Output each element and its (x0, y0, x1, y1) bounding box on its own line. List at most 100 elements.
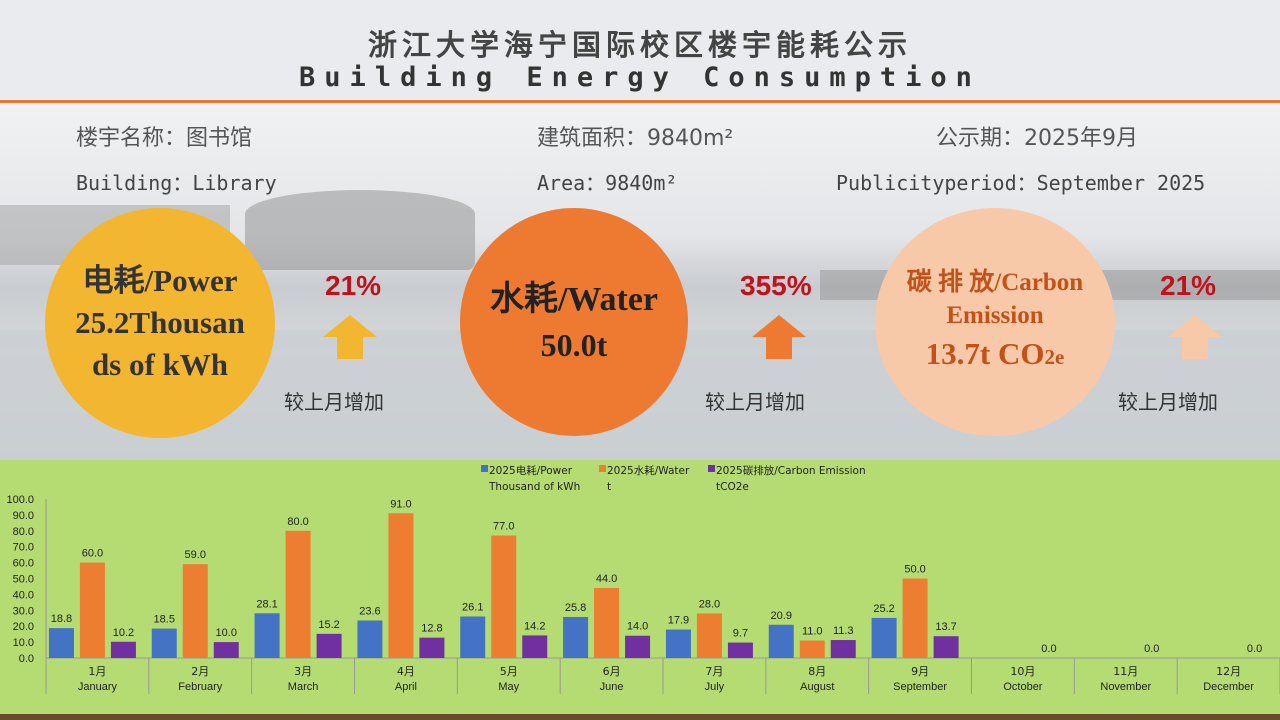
bar (182, 564, 208, 658)
carbon-emission-circle: 碳 排 放/Carbon Emission 13.7t CO2e (875, 208, 1115, 436)
data-label: 60.0 (82, 548, 103, 560)
water-change-percent: 355% (740, 270, 812, 301)
carbon-value: 13.7t CO2e (926, 332, 1065, 379)
bar (727, 642, 753, 658)
y-tick-label: 20.0 (13, 621, 34, 633)
x-tick-label: September (893, 681, 947, 693)
bar (696, 613, 722, 658)
x-tick-label-cn: 12月 (1216, 665, 1241, 678)
data-label: 91.0 (390, 498, 411, 510)
building-name-cn: 楼宇名称：图书馆 (76, 126, 253, 151)
bar (491, 535, 517, 658)
data-label: 11.0 (802, 626, 823, 638)
monthly-consumption-chart: 0.0 10.0 20.0 30.0 40.0 50.0 60.0 70.0 80.0 90.0 1… (6, 464, 1280, 694)
building-area-en: Area：9840m² (537, 171, 678, 195)
data-label: 23.6 (359, 605, 380, 617)
y-tick-label: 0.0 (19, 653, 34, 665)
carbon-label: 碳 排 放/Carbon (906, 268, 1084, 296)
carbon-label-emission: Emission (946, 301, 1044, 329)
power-consumption-circle: 电耗/Power 25.2Thousan ds of kWh (45, 208, 275, 438)
bar (151, 628, 177, 658)
data-label: 17.9 (668, 615, 689, 627)
bar (768, 624, 794, 658)
publicity-period-en: Publicityperiod：September 2025 (836, 171, 1206, 195)
y-tick-label: 90.0 (13, 510, 34, 522)
water-compare-text: 较上月增加 (705, 390, 805, 414)
legend-label: 2025碳排放/Carbon Emission (716, 464, 866, 477)
x-tick-label: May (498, 681, 519, 693)
x-tick-label-cn: 2月 (191, 665, 209, 678)
y-tick-label: 60.0 (13, 558, 34, 570)
bar (799, 640, 825, 658)
x-tick-label: July (705, 681, 725, 693)
x-tick-label: December (1203, 681, 1254, 693)
power-label: 电耗/Power (82, 263, 238, 298)
x-tick-label: November (1100, 681, 1151, 693)
bar (625, 635, 651, 658)
y-tick-label: 70.0 (13, 542, 34, 554)
bar (213, 642, 239, 658)
data-label: 26.1 (462, 602, 483, 614)
page-title-en: Building Energy Consumption (299, 62, 981, 93)
x-tick-label-cn: 6月 (603, 665, 621, 678)
publicity-period-cn: 公示期：2025年9月 (936, 126, 1138, 151)
x-tick-label-cn: 4月 (397, 665, 415, 678)
legend-swatch (599, 465, 606, 472)
page-title-cn: 浙江大学海宁国际校区楼宇能耗公示 (367, 28, 912, 62)
x-tick-label-cn: 5月 (500, 665, 518, 678)
x-tick-label-cn: 9月 (911, 665, 929, 678)
data-label: 50.0 (904, 564, 925, 576)
power-value: 25.2Thousan (75, 305, 245, 340)
carbon-compare-text: 较上月增加 (1118, 390, 1218, 414)
bar (79, 562, 105, 658)
water-value: 50.0t (540, 327, 608, 363)
x-tick-label: October (1003, 681, 1042, 693)
bar (594, 588, 620, 658)
bar (933, 636, 959, 658)
bar (316, 633, 342, 658)
data-label: 10.2 (113, 627, 134, 639)
bar (357, 620, 383, 658)
data-label: 11.3 (833, 625, 854, 637)
legend-label-unit: Thousand of kWh (488, 481, 580, 493)
water-up-arrow-icon (752, 315, 806, 359)
power-up-arrow-icon (323, 315, 377, 359)
y-tick-label: 30.0 (13, 605, 34, 617)
title-bar: 浙江大学海宁国际校区楼宇能耗公示 Building Energy Consump… (0, 0, 1280, 103)
data-label: 14.0 (627, 621, 648, 633)
legend-label-unit: t (607, 481, 611, 493)
bar (48, 628, 74, 658)
bar (419, 637, 445, 658)
y-tick-label: 40.0 (13, 589, 34, 601)
data-label: 80.0 (287, 516, 308, 528)
carbon-value-main: 13.7t CO (925, 335, 1045, 371)
bar (830, 640, 856, 658)
background-library-building (245, 190, 475, 270)
data-label: 12.8 (421, 623, 442, 635)
legend-swatch (481, 465, 488, 472)
carbon-up-arrow-icon (1168, 315, 1222, 359)
bar (563, 616, 589, 658)
monthly-chart-panel: 0.0 10.0 20.0 30.0 40.0 50.0 60.0 70.0 80.0 90.0 1… (0, 460, 1280, 715)
x-tick-label: February (178, 681, 223, 693)
x-tick-label: August (800, 681, 834, 693)
data-label: 77.0 (493, 521, 514, 533)
bar (902, 578, 928, 658)
x-tick-label: June (600, 681, 624, 693)
x-tick-label-cn: 10月 (1010, 665, 1035, 678)
x-tick-label-cn: 3月 (294, 665, 312, 678)
bar (871, 617, 897, 658)
legend-label: 2025电耗/Power (489, 464, 573, 477)
data-label: 18.5 (154, 614, 175, 626)
data-label: 14.2 (524, 620, 545, 632)
power-unit: ds of kWh (91, 347, 229, 382)
data-label: 15.2 (318, 619, 339, 631)
water-consumption-circle: 水耗/Water 50.0t (460, 208, 688, 436)
data-label: 10.0 (216, 627, 237, 639)
data-label: 0.0 (1247, 643, 1262, 655)
y-tick-label: 50.0 (13, 574, 34, 586)
data-label: 59.0 (185, 549, 206, 561)
power-compare-text: 较上月增加 (284, 390, 384, 414)
building-area-cn: 建筑面积：9840m² (537, 126, 734, 151)
data-label: 28.0 (699, 598, 720, 610)
